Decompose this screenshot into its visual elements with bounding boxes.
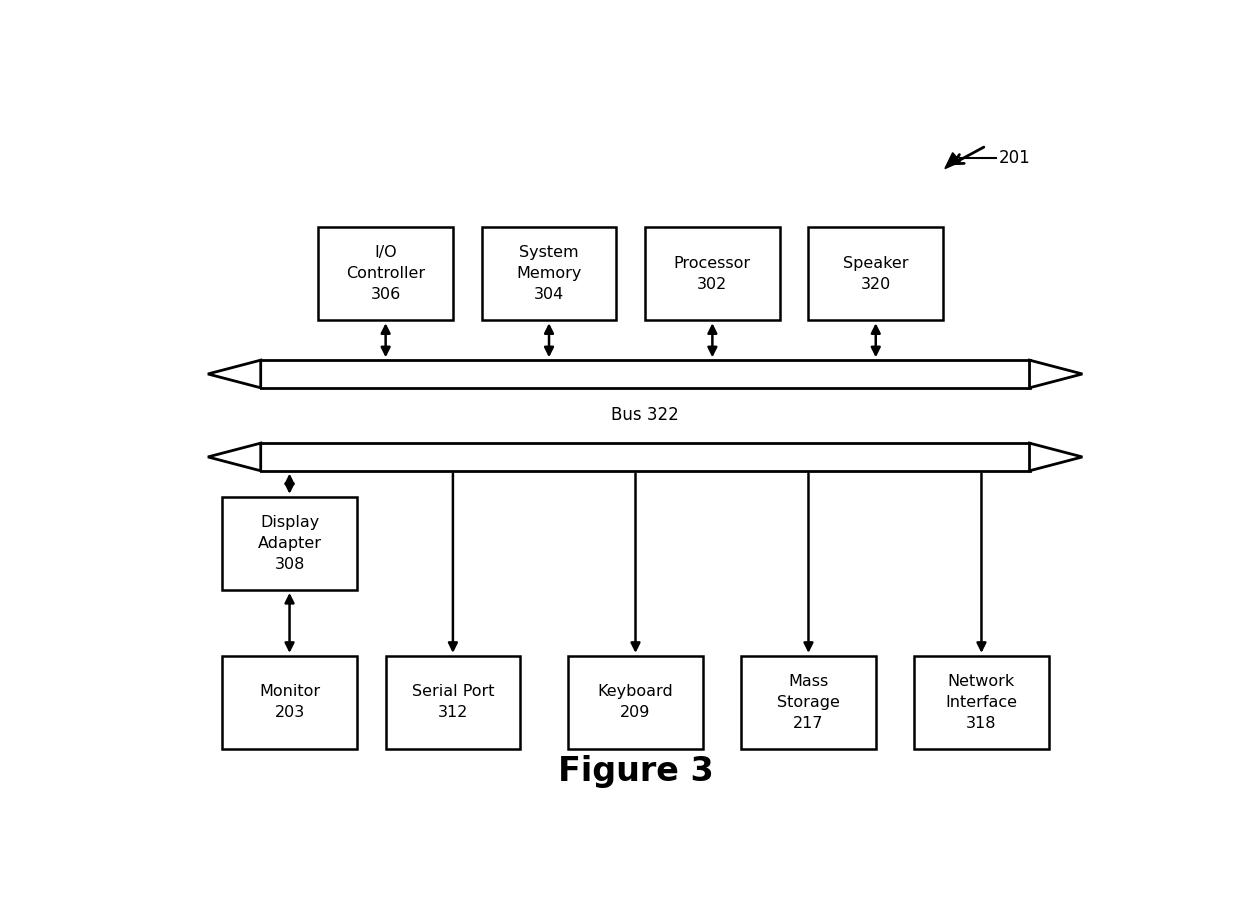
Text: Figure 3: Figure 3 <box>558 755 713 788</box>
FancyBboxPatch shape <box>568 656 703 749</box>
Text: Mass
Storage
217: Mass Storage 217 <box>777 674 839 731</box>
Text: 201: 201 <box>998 148 1030 166</box>
Polygon shape <box>208 443 260 471</box>
FancyBboxPatch shape <box>222 497 357 590</box>
Polygon shape <box>208 360 260 388</box>
Text: Keyboard
209: Keyboard 209 <box>598 684 673 720</box>
FancyBboxPatch shape <box>319 227 453 321</box>
FancyBboxPatch shape <box>808 227 942 321</box>
FancyBboxPatch shape <box>742 656 875 749</box>
Text: Speaker
320: Speaker 320 <box>843 256 909 292</box>
FancyBboxPatch shape <box>914 656 1049 749</box>
Text: Monitor
203: Monitor 203 <box>259 684 320 720</box>
Polygon shape <box>1029 360 1083 388</box>
Text: Network
Interface
318: Network Interface 318 <box>945 674 1018 731</box>
FancyBboxPatch shape <box>222 656 357 749</box>
Text: Display
Adapter
308: Display Adapter 308 <box>258 515 321 572</box>
Text: Bus 322: Bus 322 <box>611 407 680 425</box>
FancyBboxPatch shape <box>386 656 521 749</box>
Text: System
Memory
304: System Memory 304 <box>516 245 582 303</box>
Text: Processor
302: Processor 302 <box>673 256 751 292</box>
Polygon shape <box>1029 443 1083 471</box>
Text: Serial Port
312: Serial Port 312 <box>412 684 495 720</box>
Text: I/O
Controller
306: I/O Controller 306 <box>346 245 425 303</box>
FancyBboxPatch shape <box>481 227 616 321</box>
FancyBboxPatch shape <box>645 227 780 321</box>
Polygon shape <box>945 153 960 169</box>
